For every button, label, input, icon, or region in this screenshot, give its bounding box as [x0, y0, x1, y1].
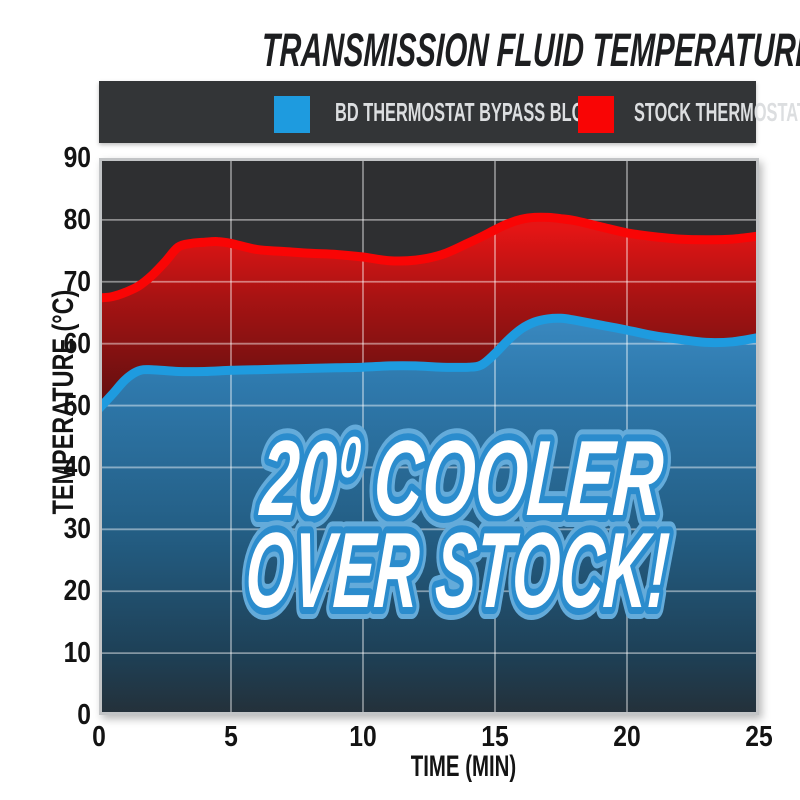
x-tick-label-25: 25 [745, 721, 773, 753]
y-tick-label-30: 30 [63, 513, 91, 546]
y-tick-label-40: 40 [63, 451, 91, 484]
legend-swatch-bd [274, 96, 310, 133]
grid-lines [99, 158, 759, 715]
chart-plot-area: 200COOLER 200COOLER OVER STOCK! OVER STO… [99, 158, 759, 715]
y-tick-label-20: 20 [63, 575, 91, 608]
annotation-line2: OVER STOCK! [243, 511, 673, 630]
chart-title-text: TRANSMISSION FLUID TEMPERATURE [260, 23, 800, 76]
legend: BD THERMOSTAT BYPASS BLOCK STOCK THERMOS… [99, 81, 800, 143]
annotation-overlay: 200COOLER 200COOLER OVER STOCK! OVER STO… [233, 409, 681, 640]
y-tick-label-60: 60 [63, 327, 91, 360]
x-tick-label-20: 20 [613, 721, 641, 753]
x-tick-label-0: 0 [92, 721, 106, 753]
bd-bypass-area [99, 318, 759, 715]
x-tick-label-10: 10 [349, 721, 377, 753]
x-tick-label-5: 5 [224, 721, 238, 753]
stock-thermostat-line [99, 212, 759, 303]
y-tick-label-0: 0 [77, 699, 91, 731]
chart-title: TRANSMISSION FLUID TEMPERATURE [99, 23, 800, 76]
x-axis-title-text: TIME (MIN) [410, 750, 516, 783]
legend-label-stock: STOCK THERMOSTAT [634, 81, 800, 143]
annotation-line1-halo: 200COOLER [256, 418, 667, 537]
y-tick-label-80: 80 [63, 203, 91, 236]
temperature-chart-svg: 200COOLER 200COOLER OVER STOCK! OVER STO… [99, 158, 759, 715]
annotation-line1: 200COOLER [256, 418, 667, 537]
plot-frame [99, 158, 759, 715]
legend-label-stock-text: STOCK THERMOSTAT [634, 97, 800, 127]
x-tick-label-15: 15 [481, 721, 509, 753]
y-tick-label-50: 50 [63, 389, 91, 422]
legend-swatch-stock [578, 96, 614, 133]
y-tick-label-10: 10 [63, 637, 91, 670]
legend-label-bd-text: BD THERMOSTAT BYPASS BLOCK [335, 97, 609, 127]
bd-bypass-line [99, 313, 759, 414]
y-tick-label-70: 70 [63, 265, 91, 298]
annotation-line2-halo: OVER STOCK! [243, 511, 673, 630]
x-axis-title: TIME (MIN) [313, 750, 613, 784]
legend-label-bd: BD THERMOSTAT BYPASS BLOCK [335, 81, 768, 143]
y-tick-label-90: 90 [63, 142, 91, 174]
